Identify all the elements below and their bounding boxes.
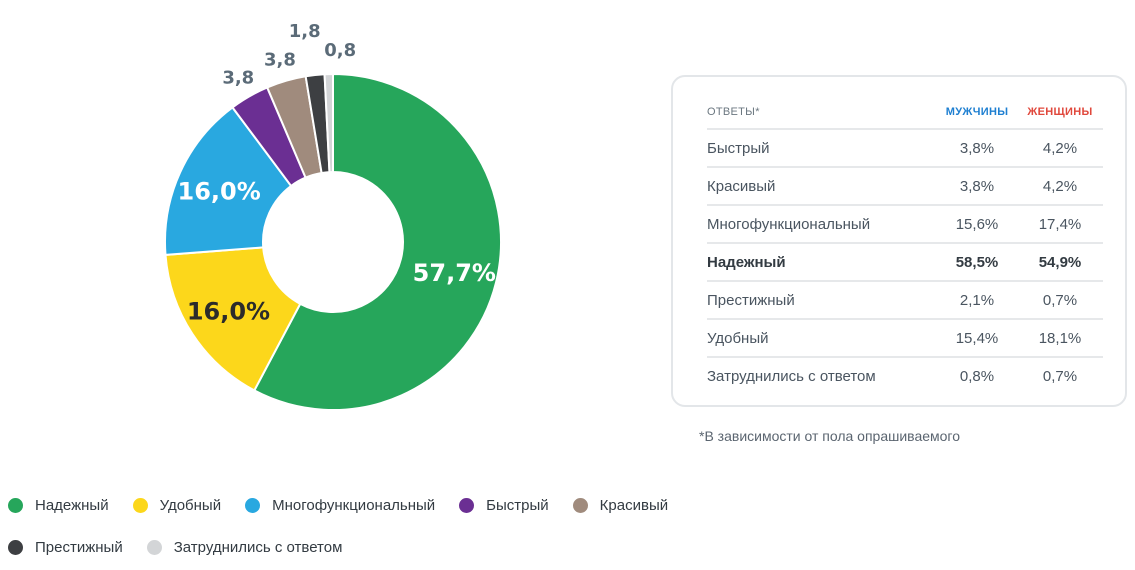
row-label: Удобный [707, 319, 937, 358]
legend-label: Престижный [35, 538, 123, 556]
header-women: ЖЕНЩИНЫ [1017, 95, 1103, 130]
row-men: 0,8% [959, 367, 995, 385]
row-men: 2,1% [937, 281, 1017, 320]
row-label: Надежный [707, 243, 937, 282]
slice-label-5: 1,8 [289, 21, 321, 42]
legend-label: Надежный [35, 496, 109, 514]
legend-dot-icon [132, 497, 148, 513]
row-women: 0,7% [1017, 281, 1103, 320]
legend-dot-icon [459, 497, 475, 513]
row-label: Затруднились с ответом [707, 367, 876, 385]
row-women: 54,9% [1017, 243, 1103, 282]
legend-label: Затруднились с ответом [173, 538, 343, 556]
row-label: Многофункциональный [707, 205, 937, 244]
row-women: 4,2% [1017, 129, 1103, 168]
row-label: Красивый [707, 167, 937, 206]
donut-chart: 57,7% 16,0% 16,0% 3,8 3,8 1,80,8 [164, 21, 502, 411]
legend-item: Быстрый [459, 494, 549, 516]
row-women: 17,4% [1017, 205, 1103, 244]
row-men: 15,6% [937, 205, 1017, 244]
table-row: Надежный 58,5% 54,9% [707, 243, 1103, 282]
gender-table-card: ОТВЕТЫ* МУЖЧИНЫ ЖЕНЩИНЫ Быстрый 3,8% 4,2% К… [671, 75, 1127, 407]
table-row: Красивый 3,8% 4,2% [707, 167, 1103, 206]
table-row: Удобный 15,4% 18,1% [707, 319, 1103, 358]
legend-dot-icon [572, 497, 588, 513]
legend-label: Быстрый [486, 496, 549, 514]
slice-label-1: 16,0% [187, 298, 270, 326]
legend-label: Многофункциональный [272, 496, 436, 514]
table-row: Престижный 2,1% 0,7% [707, 281, 1103, 320]
table-row: Многофункциональный 15,6% 17,4% [707, 205, 1103, 244]
legend-item: Удобный [132, 494, 222, 516]
slice-label-3: 3,8 [222, 67, 254, 88]
footnote: *В зависимости от пола опрашиваемого [699, 428, 961, 444]
legend-item: Престижный [8, 536, 123, 558]
row-men: 15,4% [937, 319, 1017, 358]
slice-0 [252, 72, 502, 411]
legend-dot-icon [245, 497, 261, 513]
row-men: 58,5% [937, 243, 1017, 282]
row-women: 0,7% [1042, 367, 1078, 385]
legend-item: Красивый [572, 494, 669, 516]
slice-label-4: 3,8 [264, 50, 296, 71]
legend: Надежный Удобный Многофункциональный Быстры… [8, 494, 808, 558]
slice-label-0: 57,7% [413, 259, 496, 287]
row-label: Быстрый [707, 129, 937, 168]
row-label: Престижный [707, 281, 937, 320]
header-men: МУЖЧИНЫ [937, 95, 1017, 130]
gender-table: ОТВЕТЫ* МУЖЧИНЫ ЖЕНЩИНЫ Быстрый 3,8% 4,2% К… [707, 95, 1103, 394]
row-men: 3,8% [937, 167, 1017, 206]
row-women: 18,1% [1017, 319, 1103, 358]
legend-dot-icon [8, 539, 23, 555]
slice-6 [323, 72, 334, 174]
slice-1 [164, 246, 302, 392]
legend-item: Многофункциональный [245, 494, 435, 516]
table-row: Быстрый 3,8% 4,2% [707, 129, 1103, 168]
slice-label-6: 0,8 [324, 40, 356, 61]
table-header-row: ОТВЕТЫ* МУЖЧИНЫ ЖЕНЩИНЫ [707, 95, 1103, 130]
legend-dot-icon [8, 497, 23, 513]
row-men: 3,8% [937, 129, 1017, 168]
slice-label-2: 16,0% [178, 177, 261, 205]
legend-dot-icon [146, 539, 162, 555]
row-women: 4,2% [1017, 167, 1103, 206]
legend-item: Надежный [8, 494, 109, 516]
legend-label: Красивый [599, 496, 669, 514]
table-row: Затруднились с ответом 0,8% 0,7% [707, 357, 1103, 394]
legend-label: Удобный [159, 496, 222, 514]
header-answers: ОТВЕТЫ* [707, 95, 937, 130]
table-body: Быстрый 3,8% 4,2% Красивый 3,8% 4,2% Многофунк… [707, 129, 1103, 394]
legend-item: Затруднились с ответом [146, 536, 343, 558]
